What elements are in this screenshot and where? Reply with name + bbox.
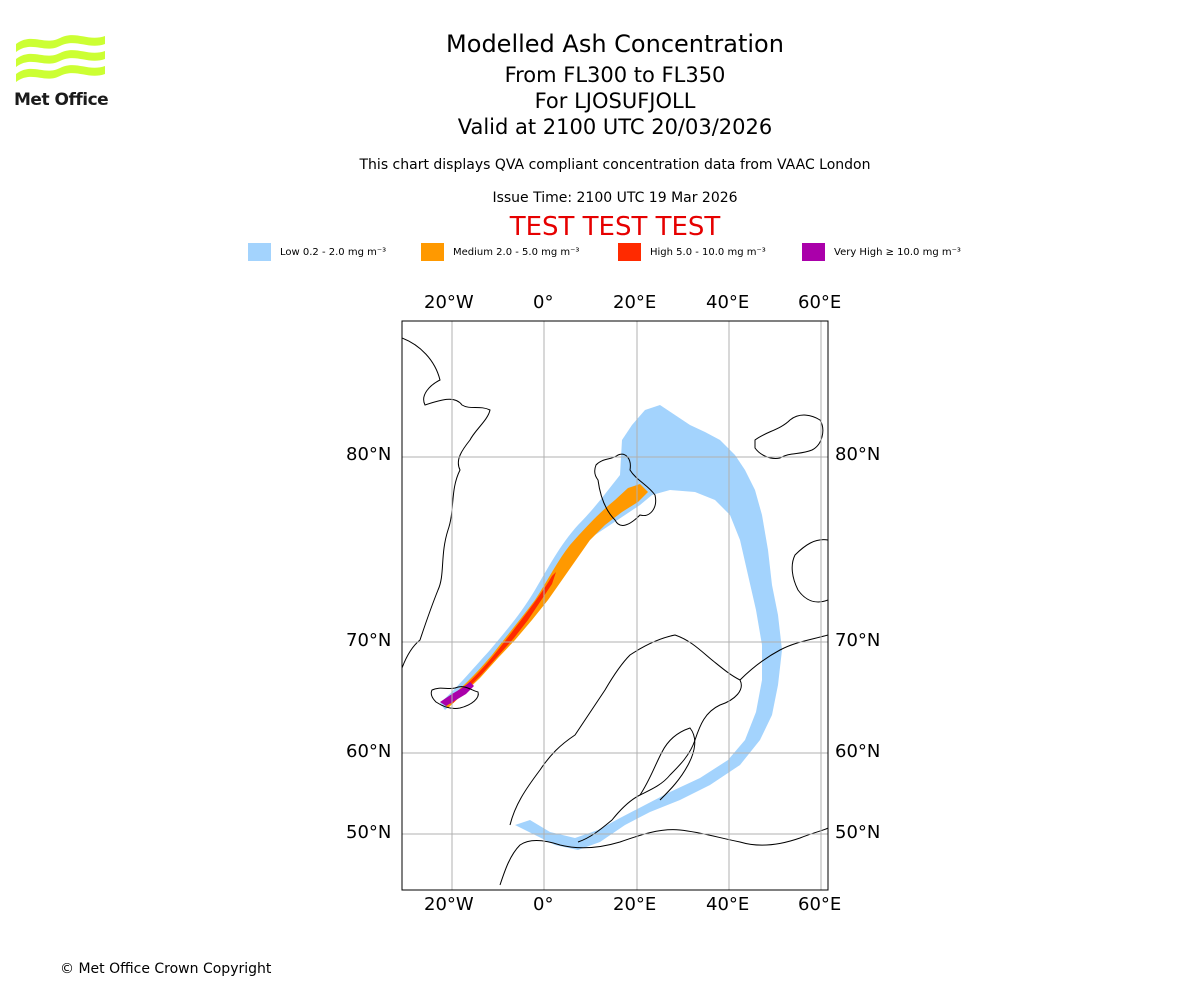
lat-tick-left-50n: 50°N xyxy=(346,822,392,843)
legend-swatch-very-high xyxy=(802,243,825,261)
lon-tick-top-60e: 60°E xyxy=(798,292,842,313)
map-content xyxy=(402,321,828,890)
svalbard-coast xyxy=(594,453,657,526)
lon-tick-top-20w: 20°W xyxy=(424,292,474,313)
ash-low-region xyxy=(440,405,782,850)
lon-tick-bottom-0: 0° xyxy=(533,894,554,915)
flight-level-title: From FL300 to FL350 xyxy=(504,63,726,87)
franz-josef-coast xyxy=(754,414,824,459)
map-frame xyxy=(401,320,829,891)
legend-item-low: Low 0.2 - 2.0 mg m⁻³ xyxy=(248,243,386,261)
lon-tick-bottom-20w: 20°W xyxy=(424,894,474,915)
coastlines xyxy=(402,337,828,886)
chart-subtitle: This chart displays QVA compliant concen… xyxy=(359,157,871,173)
lat-tick-right-60n: 60°N xyxy=(835,741,881,762)
greenland-coast xyxy=(402,337,491,669)
scandinavia-coast xyxy=(509,634,742,843)
chart-title: Modelled Ash Concentration xyxy=(446,30,784,58)
legend-swatch-medium xyxy=(421,243,444,261)
copyright-notice: © Met Office Crown Copyright xyxy=(60,961,272,977)
lat-tick-right-50n: 50°N xyxy=(835,822,881,843)
lat-tick-left-70n: 70°N xyxy=(346,630,392,651)
legend-swatch-high xyxy=(618,243,641,261)
lat-tick-left-60n: 60°N xyxy=(346,741,392,762)
ash-very-high-region xyxy=(440,682,474,706)
legend-item-very-high: Very High ≥ 10.0 mg m⁻³ xyxy=(802,243,961,261)
legend-swatch-low xyxy=(248,243,271,261)
kola-russia-coast xyxy=(739,634,828,681)
legend-label-very-high: Very High ≥ 10.0 mg m⁻³ xyxy=(834,246,961,258)
lon-tick-top-0: 0° xyxy=(533,292,554,313)
test-banner: TEST TEST TEST xyxy=(509,212,721,242)
ash-medium-region xyxy=(443,484,648,708)
lon-tick-top-20e: 20°E xyxy=(613,292,657,313)
volcano-title: For LJOSUFJOLL xyxy=(534,89,696,113)
lon-tick-bottom-20e: 20°E xyxy=(613,894,657,915)
europe-coast xyxy=(499,827,828,886)
legend-item-high: High 5.0 - 10.0 mg m⁻³ xyxy=(618,243,766,261)
lon-tick-bottom-60e: 60°E xyxy=(798,894,842,915)
met-office-waves-icon xyxy=(16,35,105,82)
legend-label-high: High 5.0 - 10.0 mg m⁻³ xyxy=(650,246,766,258)
valid-time-title: Valid at 2100 UTC 20/03/2026 xyxy=(457,115,773,139)
logo-text: Met Office xyxy=(14,90,109,110)
lat-tick-right-70n: 70°N xyxy=(835,630,881,651)
baltic-coast xyxy=(639,727,696,801)
novaya-zemlya-coast xyxy=(791,539,828,603)
lat-tick-right-80n: 80°N xyxy=(835,444,881,465)
issue-time: Issue Time: 2100 UTC 19 Mar 2026 xyxy=(492,190,738,206)
legend-label-medium: Medium 2.0 - 5.0 mg m⁻³ xyxy=(453,246,580,258)
gridlines xyxy=(402,321,828,890)
legend-label-low: Low 0.2 - 2.0 mg m⁻³ xyxy=(280,246,387,258)
legend-item-medium: Medium 2.0 - 5.0 mg m⁻³ xyxy=(421,243,579,261)
met-office-logo: Met Office xyxy=(14,30,109,112)
iceland-coast xyxy=(430,686,479,709)
lon-tick-bottom-40e: 40°E xyxy=(706,894,750,915)
legend: Low 0.2 - 2.0 mg m⁻³ Medium 2.0 - 5.0 mg… xyxy=(0,243,1200,265)
lon-tick-top-40e: 40°E xyxy=(706,292,750,313)
lat-tick-left-80n: 80°N xyxy=(346,444,392,465)
